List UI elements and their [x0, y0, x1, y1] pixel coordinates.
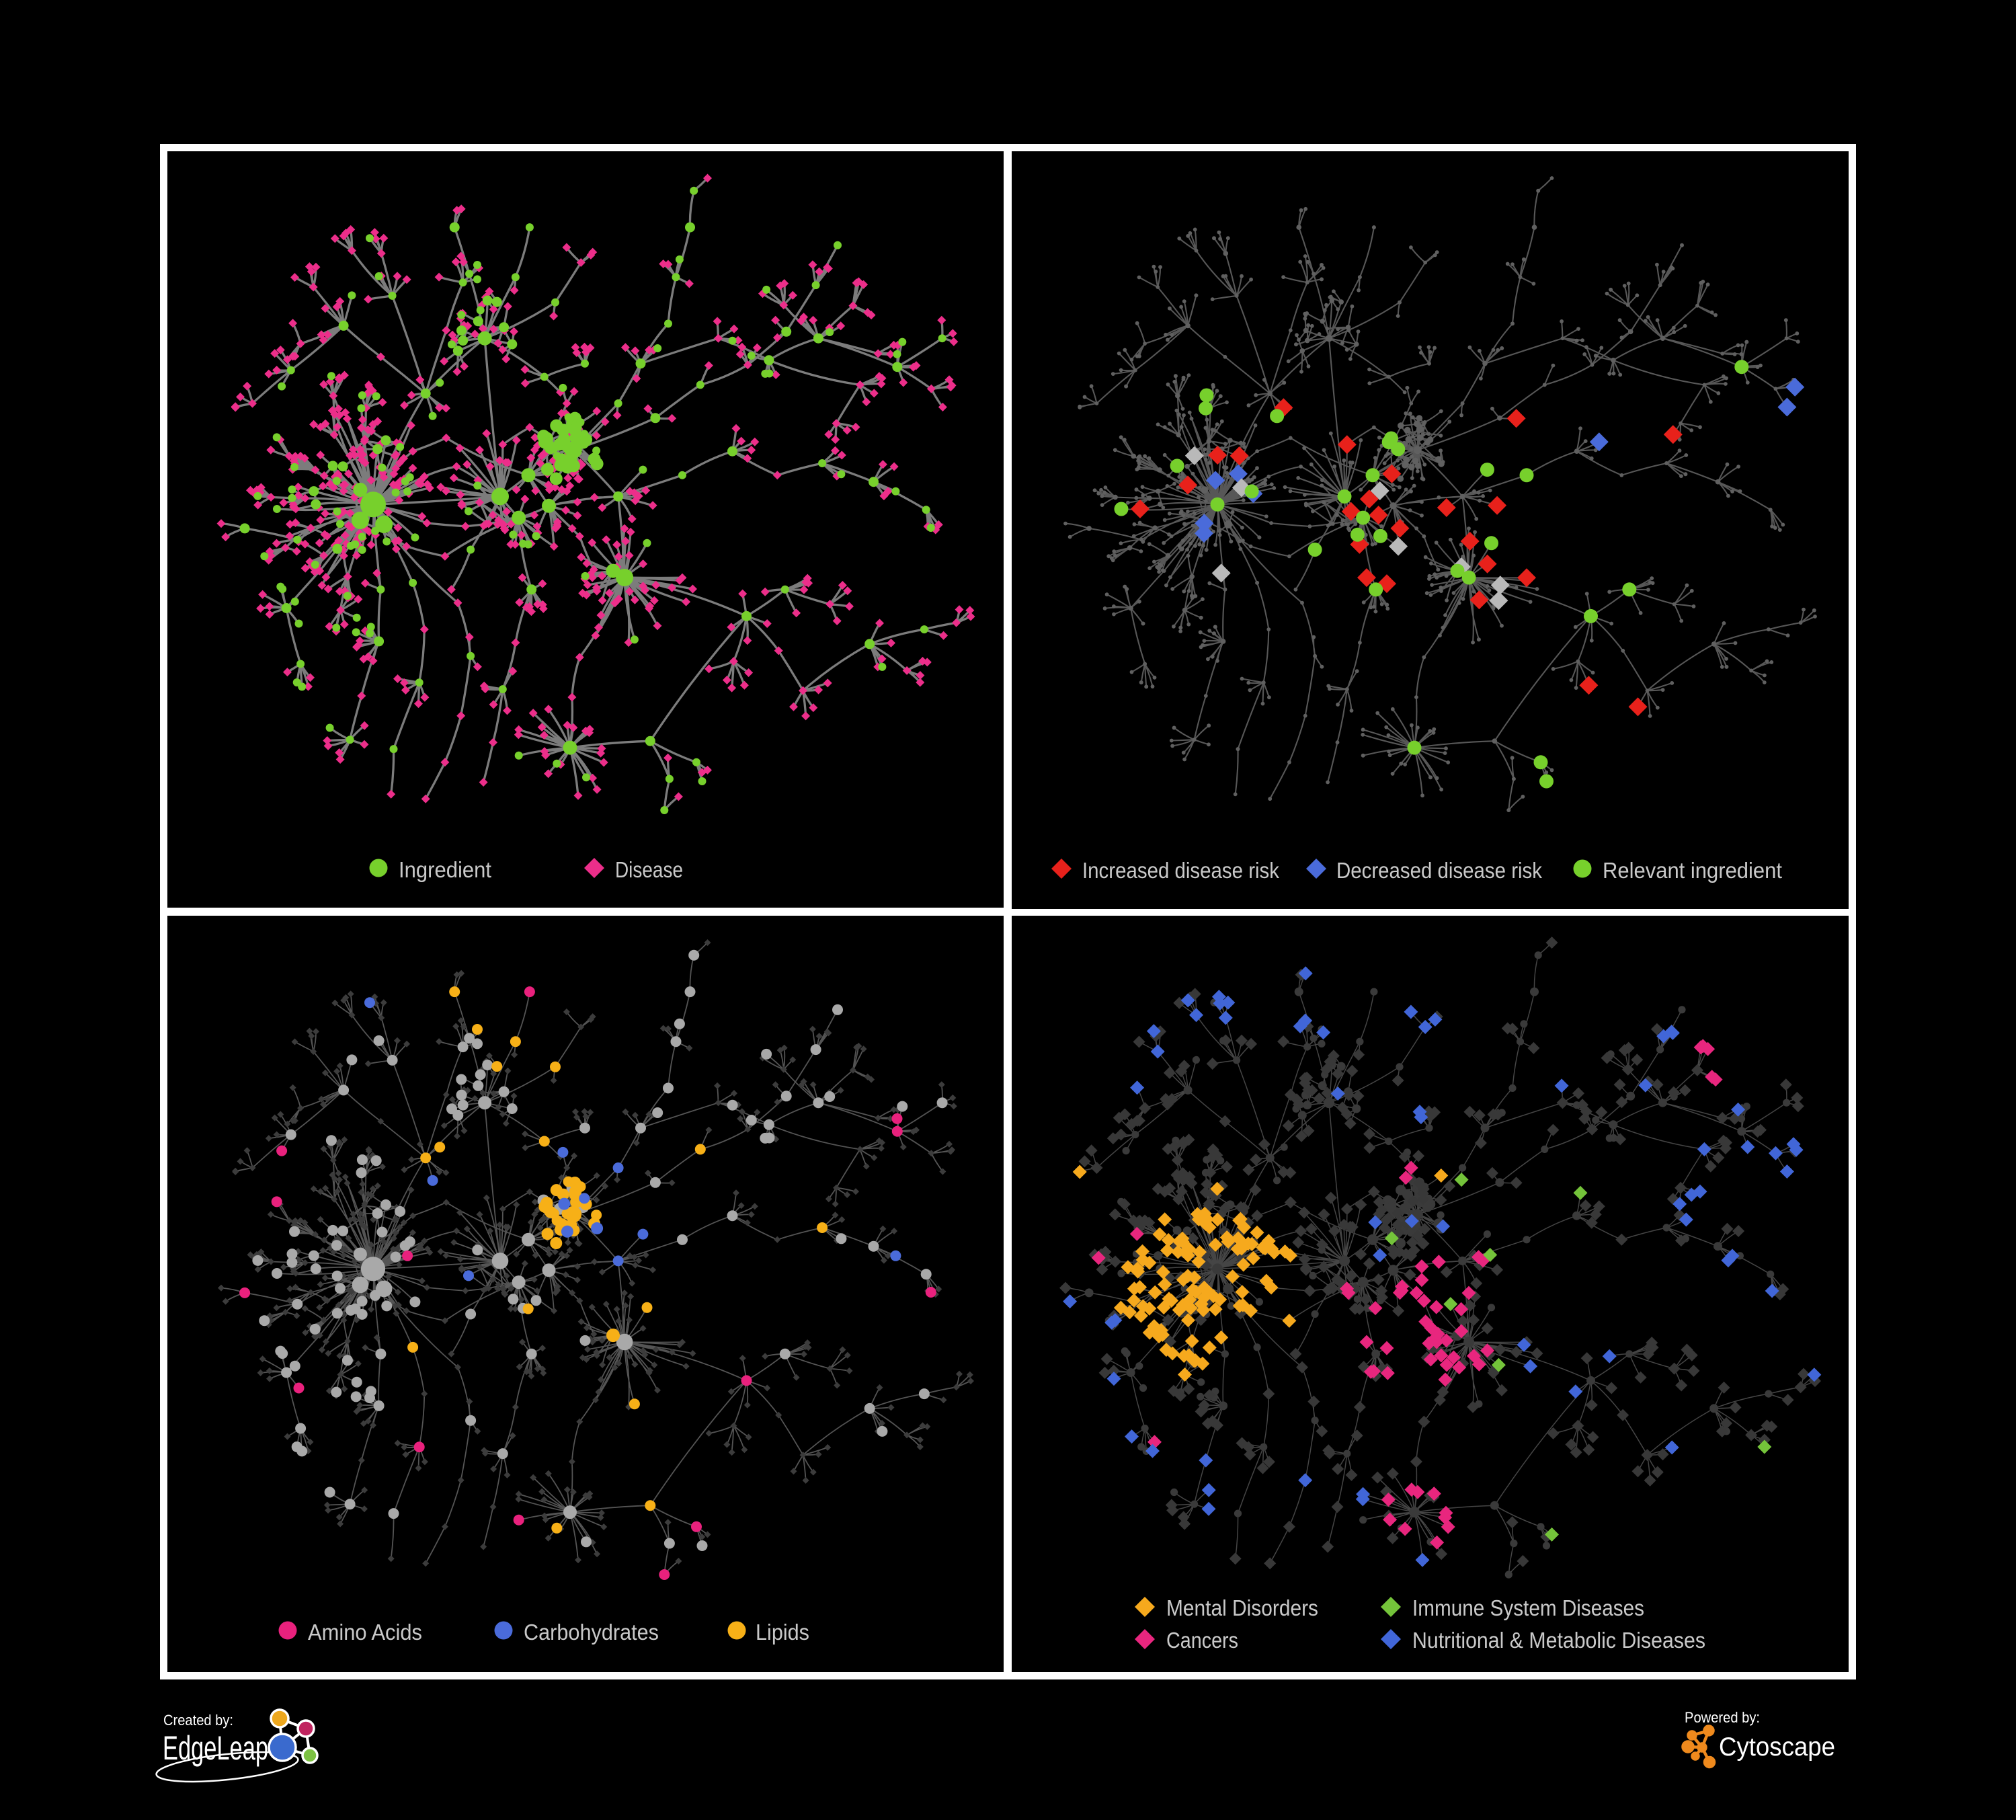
- svg-text:Ingredient: Ingredient: [399, 857, 491, 882]
- svg-text:Decreased disease risk: Decreased disease risk: [1336, 858, 1542, 883]
- svg-text:Immune System Diseases: Immune System Diseases: [1412, 1595, 1644, 1620]
- svg-text:Increased disease risk: Increased disease risk: [1082, 858, 1279, 883]
- svg-text:Amino Acids: Amino Acids: [308, 1620, 422, 1645]
- svg-text:Lipids: Lipids: [756, 1620, 809, 1645]
- svg-text:Cytoscape: Cytoscape: [1719, 1733, 1835, 1762]
- svg-text:Powered by:: Powered by:: [1685, 1709, 1760, 1726]
- svg-text:Carbohydrates: Carbohydrates: [524, 1620, 659, 1645]
- svg-text:Nutritional & Metabolic Diseas: Nutritional & Metabolic Diseases: [1412, 1628, 1705, 1653]
- svg-text:Disease: Disease: [615, 857, 683, 882]
- svg-text:EdgeLeap: EdgeLeap: [163, 1729, 268, 1767]
- svg-text:Cancers: Cancers: [1166, 1628, 1238, 1653]
- svg-text:Mental Disorders: Mental Disorders: [1166, 1595, 1318, 1620]
- svg-text:Relevant ingredient: Relevant ingredient: [1603, 858, 1782, 883]
- svg-text:Created by:: Created by:: [163, 1712, 233, 1729]
